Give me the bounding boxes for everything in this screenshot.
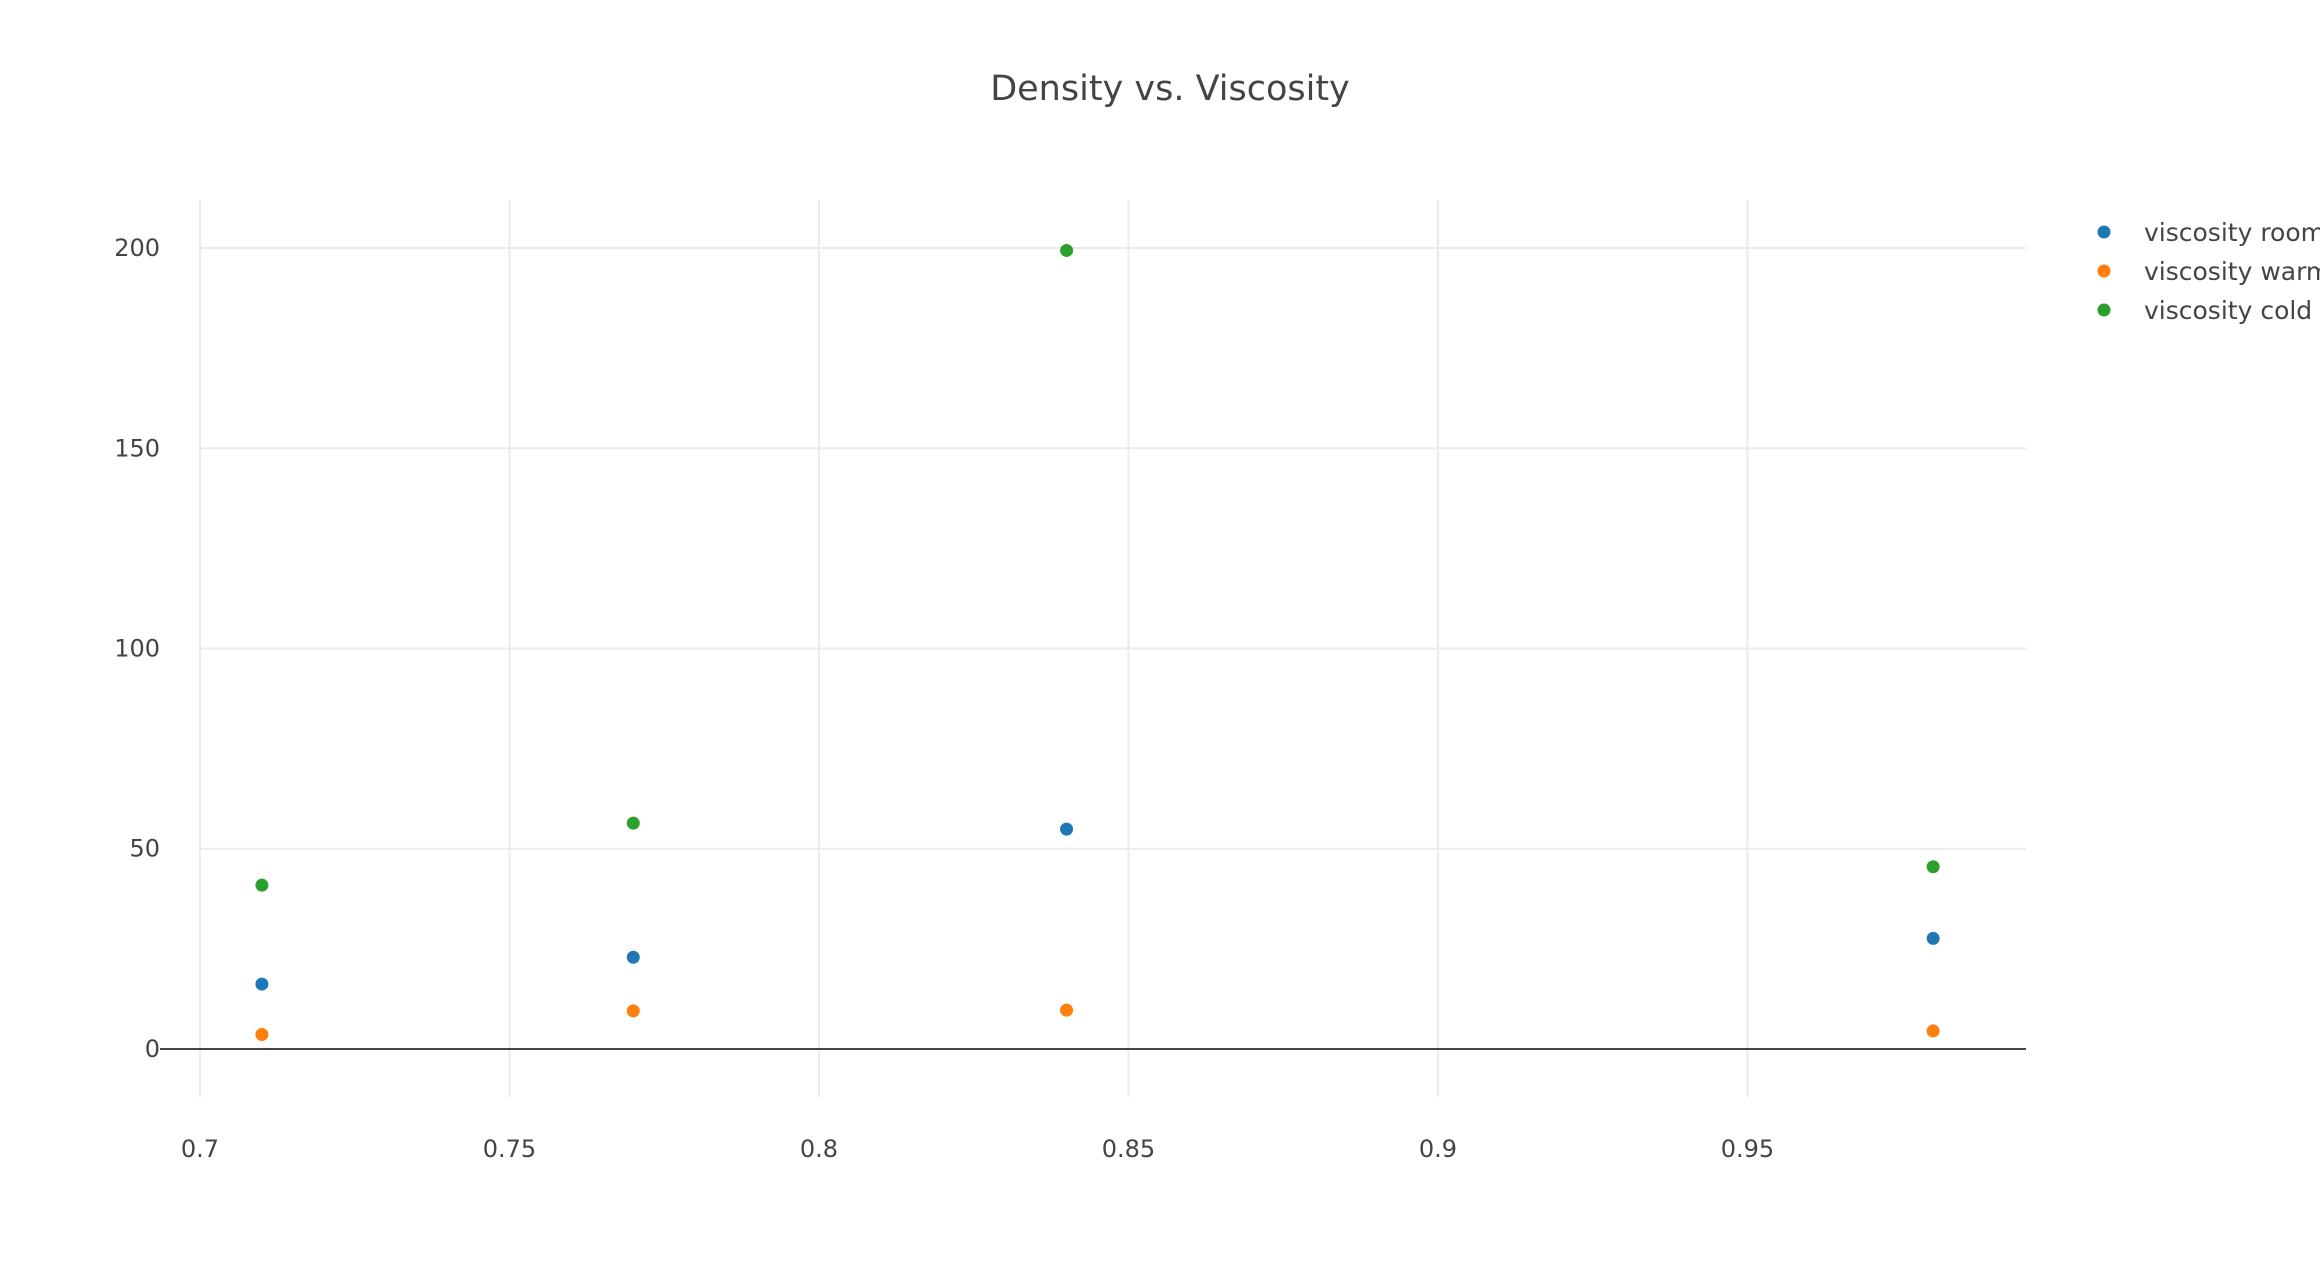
grid-layer — [199, 200, 2026, 1097]
legend-item[interactable]: viscosity warm — [2097, 257, 2320, 286]
x-tick-label: 0.8 — [800, 1135, 838, 1163]
y-tick-label: 150 — [114, 434, 160, 462]
y-tick-label: 0 — [145, 1035, 160, 1063]
legend-item[interactable]: viscosity cold — [2097, 296, 2313, 325]
data-point[interactable] — [626, 950, 640, 964]
data-point[interactable] — [626, 1004, 640, 1018]
x-tick-label: 0.85 — [1102, 1135, 1155, 1163]
data-point[interactable] — [1060, 822, 1074, 836]
legend-label: viscosity warm — [2144, 257, 2320, 286]
axis-layer: 0.7 0.75 0.8 0.85 0.9 0.95 0 50 100 150 200 — [114, 234, 2026, 1163]
data-point[interactable] — [1926, 860, 1940, 874]
x-tick-label: 0.9 — [1419, 1135, 1457, 1163]
y-tick-label: 100 — [114, 635, 160, 663]
data-point[interactable] — [1926, 931, 1940, 945]
legend-item[interactable]: viscosity room — [2097, 218, 2320, 247]
data-point[interactable] — [1060, 1003, 1074, 1017]
legend-marker — [2097, 303, 2111, 317]
legend-marker — [2097, 225, 2111, 239]
legend[interactable]: viscosity room viscosity warm viscosity co… — [2097, 218, 2320, 325]
data-point[interactable] — [255, 977, 269, 991]
data-point[interactable] — [1060, 243, 1074, 257]
legend-label: viscosity cold — [2144, 296, 2312, 325]
data-point[interactable] — [255, 878, 269, 892]
x-tick-label: 0.7 — [181, 1135, 219, 1163]
x-tick-label: 0.95 — [1721, 1135, 1774, 1163]
data-point[interactable] — [626, 816, 640, 830]
legend-marker — [2097, 264, 2111, 278]
chart-title: Density vs. Viscosity — [990, 69, 1350, 109]
data-point[interactable] — [1926, 1024, 1940, 1038]
x-tick-label: 0.75 — [483, 1135, 536, 1163]
y-tick-label: 50 — [129, 835, 160, 863]
y-tick-label: 200 — [114, 234, 160, 262]
data-point[interactable] — [255, 1028, 269, 1042]
points-layer — [255, 243, 1940, 1042]
legend-label: viscosity room — [2144, 218, 2320, 247]
